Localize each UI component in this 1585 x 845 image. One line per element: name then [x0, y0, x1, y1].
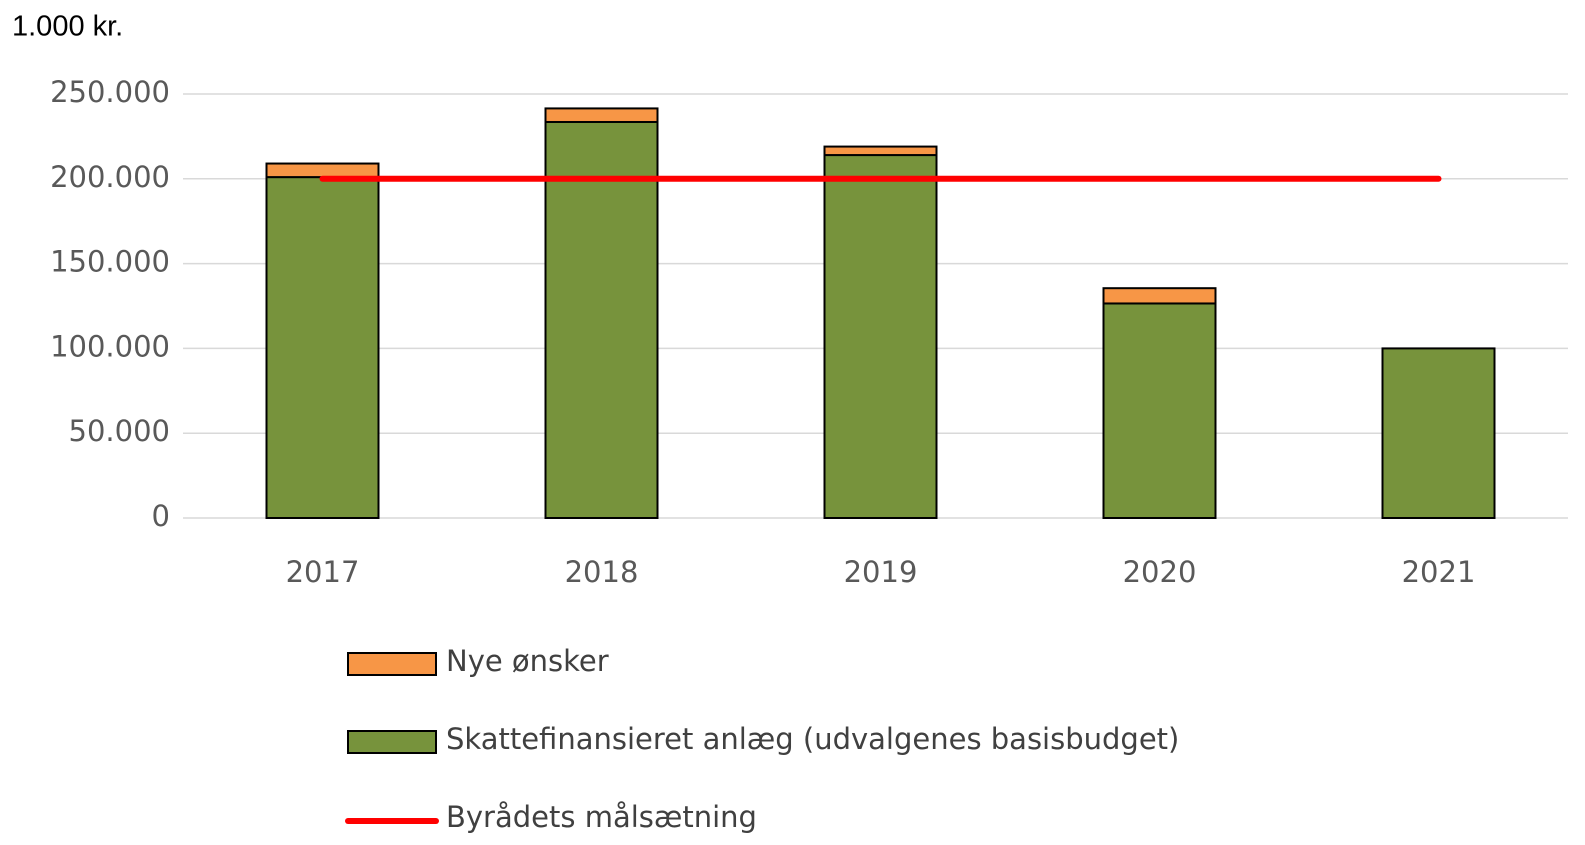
- bar: [1381, 347, 1496, 519]
- y-tick-label: 150.000: [50, 245, 170, 279]
- y-tick-label: 200.000: [50, 160, 170, 194]
- y-axis-label: 1.000 kr.: [12, 11, 123, 43]
- x-tick-label: 2017: [286, 555, 360, 589]
- legend-swatch: [347, 730, 437, 754]
- legend-label: Byrådets målsætning: [446, 800, 757, 834]
- x-tick-label: 2018: [565, 555, 639, 589]
- y-tick-label: 0: [152, 499, 170, 533]
- bar: [823, 145, 938, 157]
- x-tick-label: 2020: [1123, 555, 1197, 589]
- x-tick-label: 2021: [1402, 555, 1476, 589]
- legend-label: Nye ønsker: [446, 644, 609, 678]
- legend-swatch: [347, 652, 437, 676]
- legend-label: Skattefinansieret anlæg (udvalgenes basi…: [446, 722, 1179, 756]
- bar: [265, 162, 380, 179]
- bar: [544, 107, 659, 123]
- y-tick-label: 50.000: [69, 414, 170, 448]
- bar: [823, 154, 938, 519]
- bar: [265, 176, 380, 519]
- y-tick-label: 250.000: [50, 75, 170, 109]
- y-tick-label: 100.000: [50, 329, 170, 363]
- bar: [544, 120, 659, 519]
- x-tick-label: 2019: [844, 555, 918, 589]
- bar: [1102, 302, 1217, 519]
- bar: [1102, 287, 1217, 305]
